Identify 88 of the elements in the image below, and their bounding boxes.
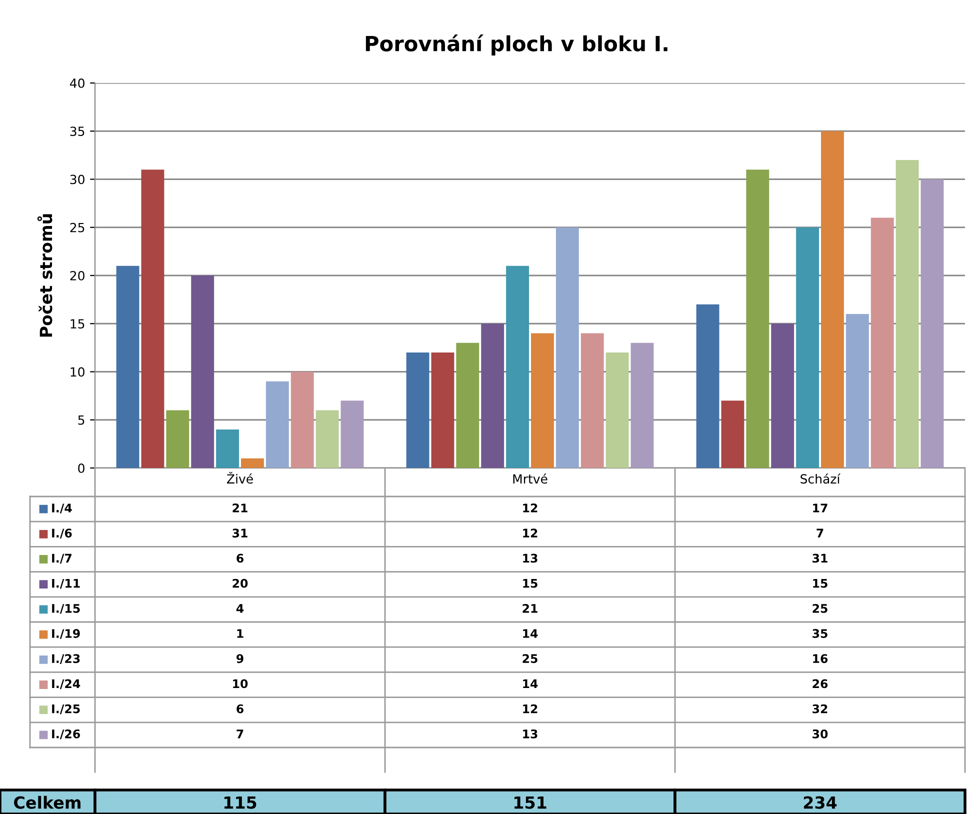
data-label: 32 <box>812 704 828 714</box>
bar <box>191 276 214 468</box>
y-tick-label: 30 <box>70 174 84 184</box>
legend-label: I./7 <box>52 554 72 564</box>
bar <box>166 410 190 468</box>
legend-label: I./24 <box>52 679 80 690</box>
bar <box>606 352 629 468</box>
x-tick-label: Mrtvé <box>513 473 548 484</box>
text: 115 <box>224 796 256 809</box>
data-label: 4 <box>236 604 244 613</box>
y-tick-label: 35 <box>70 126 84 136</box>
bar <box>431 352 454 468</box>
y-tick-label: 20 <box>70 270 84 280</box>
bar <box>216 430 239 468</box>
data-label: 7 <box>816 528 824 538</box>
data-label: 13 <box>523 554 538 563</box>
bar <box>896 160 919 468</box>
data-label: 15 <box>523 579 538 588</box>
bar <box>481 324 504 468</box>
data-label: 10 <box>233 679 248 688</box>
y-tick-label: 10 <box>70 367 84 377</box>
data-label: 31 <box>232 528 248 538</box>
bar <box>821 131 844 468</box>
y-tick-label: 40 <box>70 78 84 88</box>
legend-label: I./19 <box>52 629 80 639</box>
text: 151 <box>514 796 546 809</box>
bar <box>266 381 289 468</box>
bar <box>696 304 720 468</box>
legend-label: I./26 <box>52 729 80 740</box>
data-label: 30 <box>812 729 828 738</box>
data-label: 14 <box>523 629 538 638</box>
bar <box>630 342 654 468</box>
data-label: 7 <box>236 730 244 738</box>
data-label: 21 <box>232 504 248 512</box>
data-label: 15 <box>813 579 828 588</box>
bar <box>746 170 770 468</box>
legend-label: I./15 <box>52 604 80 614</box>
bar <box>531 333 554 468</box>
text: Celkem <box>14 796 80 809</box>
data-label: 9 <box>236 654 244 664</box>
y-tick-label: 5 <box>78 416 84 425</box>
legend-label: I./6 <box>52 528 72 539</box>
data-label: 16 <box>813 654 828 664</box>
y-tick-label: 15 <box>70 319 84 329</box>
bar <box>116 266 140 468</box>
bar <box>920 179 944 468</box>
x-tick-label: Živé <box>227 472 253 484</box>
bar <box>340 400 364 468</box>
x-tick-label: Schází <box>800 473 841 484</box>
y-tick-label: 25 <box>70 222 84 232</box>
bar <box>290 372 314 468</box>
bar <box>316 410 339 468</box>
data-label: 12 <box>523 704 538 714</box>
text: 234 <box>804 796 837 809</box>
y-axis-title: Počet stromů <box>37 214 52 337</box>
data-label: 26 <box>812 679 828 688</box>
legend-label: I./11 <box>52 579 80 589</box>
bar <box>870 218 894 468</box>
bar <box>721 400 744 468</box>
data-label: 20 <box>232 578 248 588</box>
bar <box>771 324 794 468</box>
bar <box>796 227 819 468</box>
data-label: 35 <box>812 629 828 638</box>
data-label: 25 <box>812 604 828 613</box>
legend-label: I./25 <box>52 704 80 714</box>
data-label: 6 <box>236 554 244 563</box>
bar <box>580 333 604 468</box>
legend-label: I./23 <box>52 654 80 664</box>
data-label: 6 <box>236 704 244 714</box>
data-label: 1 <box>237 629 244 638</box>
bar <box>406 352 430 468</box>
data-label: 12 <box>523 528 538 538</box>
data-label: 12 <box>523 504 538 512</box>
data-label: 14 <box>523 679 538 688</box>
legend-label: I./4 <box>52 504 72 514</box>
bar <box>141 170 164 468</box>
chart-title: Porovnání ploch v bloku I. <box>366 34 668 56</box>
bar <box>506 266 529 468</box>
bar <box>556 227 579 468</box>
data-label: 31 <box>812 554 828 563</box>
y-tick-label: 0 <box>78 463 84 473</box>
data-label: 21 <box>522 604 538 613</box>
bar <box>846 314 869 468</box>
bar <box>456 342 480 468</box>
data-label: 13 <box>523 729 538 738</box>
data-label: 25 <box>522 654 538 664</box>
data-label: 17 <box>813 504 828 512</box>
bar <box>241 458 264 468</box>
